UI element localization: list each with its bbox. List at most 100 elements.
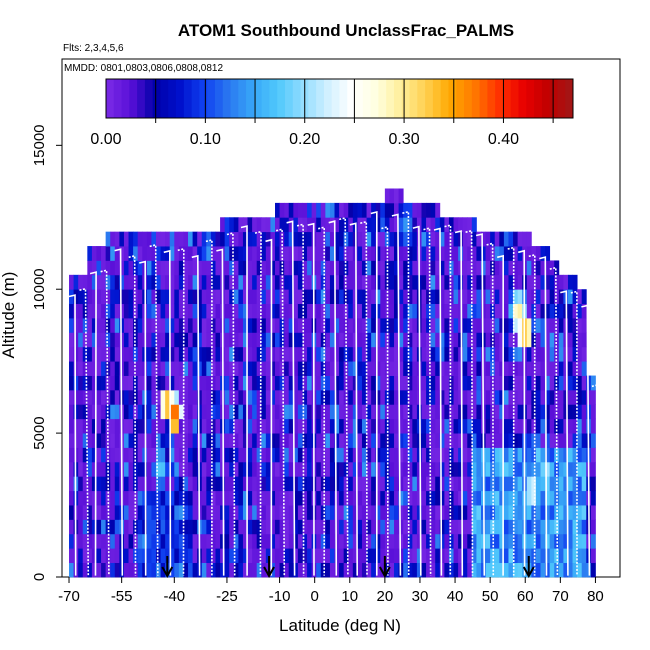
- heatmap-cell: [375, 260, 381, 276]
- heatmap-cell: [366, 519, 372, 535]
- heatmap-cell: [366, 246, 372, 261]
- heatmap-cell: [581, 548, 587, 564]
- heatmap-cell: [105, 318, 111, 333]
- heatmap-cell: [467, 318, 473, 333]
- heatmap-cell: [549, 332, 555, 348]
- heatmap-cell: [398, 202, 404, 218]
- heatmap-cell: [302, 418, 308, 434]
- heatmap-cell: [297, 533, 303, 549]
- heatmap-cell: [394, 519, 399, 535]
- heatmap-cell: [165, 418, 171, 434]
- heatmap-cell: [426, 202, 432, 218]
- heatmap-cell: [288, 202, 294, 218]
- heatmap-cell: [371, 332, 377, 348]
- heatmap-cell: [210, 461, 216, 477]
- heatmap-cell: [174, 332, 180, 348]
- heatmap-cell: [558, 274, 564, 290]
- heatmap-cell: [554, 274, 560, 290]
- heatmap-cell: [407, 433, 413, 448]
- heatmap-cell: [526, 389, 532, 405]
- heatmap-cell: [325, 461, 331, 477]
- heatmap-cell: [494, 332, 500, 348]
- heatmap-cell: [558, 533, 564, 549]
- heatmap-cell: [412, 433, 418, 448]
- heatmap-cell: [96, 260, 102, 276]
- heatmap-cell: [238, 505, 244, 520]
- heatmap-cell: [329, 404, 335, 420]
- heatmap-cell: [490, 274, 496, 290]
- heatmap-cell: [201, 303, 207, 319]
- heatmap-cell: [293, 562, 299, 578]
- heatmap-cell: [261, 548, 267, 564]
- heatmap-cell: [462, 461, 468, 477]
- heatmap-cell: [329, 490, 335, 506]
- heatmap-cell: [110, 318, 116, 333]
- heatmap-cell: [407, 533, 413, 549]
- heatmap-cell: [581, 375, 587, 391]
- heatmap-cell: [348, 476, 354, 492]
- heatmap-cell: [394, 318, 399, 333]
- heatmap-cell: [394, 548, 399, 564]
- heatmap-cell: [302, 548, 308, 564]
- colorbar-segment: [222, 79, 232, 118]
- heatmap-cell: [320, 375, 326, 391]
- heatmap-cell: [453, 217, 459, 233]
- heatmap-cell: [439, 246, 445, 261]
- heatmap-cell: [430, 533, 436, 549]
- heatmap-cell: [174, 260, 180, 276]
- heatmap-cell: [439, 476, 445, 492]
- x-tick-label: 60: [517, 588, 534, 605]
- heatmap-cell: [458, 332, 464, 348]
- heatmap-cell: [513, 505, 519, 520]
- heatmap-cell: [192, 246, 198, 261]
- heatmap-cell: [307, 447, 313, 463]
- heatmap-cell: [224, 375, 230, 391]
- heatmap-cell: [142, 231, 148, 247]
- heatmap-cell: [471, 318, 477, 333]
- heatmap-cell: [407, 562, 413, 578]
- heatmap-cell: [430, 274, 436, 290]
- heatmap-cell: [567, 562, 573, 578]
- colorbar-segment: [362, 79, 372, 118]
- heatmap-cell: [494, 404, 500, 420]
- heatmap-cell: [101, 303, 107, 319]
- heatmap-cell: [165, 404, 171, 420]
- heatmap-cell: [256, 404, 262, 420]
- heatmap-cell: [178, 332, 184, 348]
- heatmap-cell: [494, 289, 500, 305]
- heatmap-cell: [439, 289, 445, 305]
- heatmap-cell: [572, 346, 578, 362]
- heatmap-cell: [119, 231, 125, 247]
- heatmap-cell: [348, 303, 354, 319]
- heatmap-cell: [123, 346, 129, 362]
- heatmap-cell: [535, 361, 541, 376]
- heatmap-cell: [206, 346, 212, 362]
- heatmap-cell: [467, 246, 473, 261]
- heatmap-cell: [435, 519, 441, 535]
- heatmap-cell: [128, 476, 134, 492]
- heatmap-cell: [448, 476, 454, 492]
- heatmap-cell: [69, 447, 74, 463]
- heatmap-cell: [508, 246, 514, 261]
- heatmap-cell: [517, 274, 523, 290]
- heatmap-cell: [412, 332, 418, 348]
- heatmap-cell: [590, 562, 596, 578]
- heatmap-cell: [430, 476, 436, 492]
- heatmap-cell: [192, 289, 198, 305]
- heatmap-cell: [224, 433, 230, 448]
- colorbar-segment: [113, 79, 123, 118]
- heatmap-cell: [69, 461, 74, 477]
- heatmap-cell: [366, 202, 372, 218]
- heatmap-cell: [91, 519, 97, 535]
- x-tick-label: -25: [216, 588, 238, 605]
- heatmap-cell: [238, 217, 244, 233]
- heatmap-cell: [375, 246, 381, 261]
- heatmap-cell: [78, 318, 84, 333]
- heatmap-cell: [549, 433, 555, 448]
- heatmap-cell: [430, 303, 436, 319]
- heatmap-cell: [503, 346, 509, 362]
- heatmap-cell: [416, 519, 422, 535]
- heatmap-cell: [265, 476, 271, 492]
- heatmap-cell: [261, 260, 267, 276]
- heatmap-cell: [380, 490, 386, 506]
